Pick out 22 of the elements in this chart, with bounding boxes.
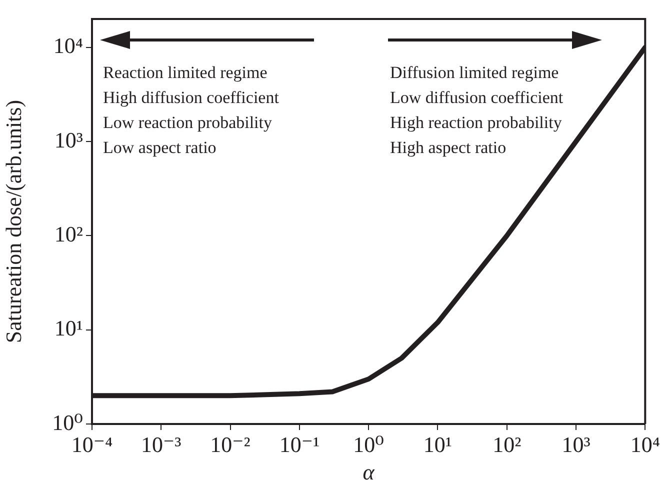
annotation: Reaction limited regime [103, 63, 268, 82]
annotation: Low reaction probability [103, 113, 273, 132]
annotation: High diffusion coefficient [103, 88, 280, 107]
y-tick-label: 10⁴ [53, 33, 84, 58]
x-tick-label: 10⁰ [353, 432, 384, 457]
annotation: Low aspect ratio [103, 138, 216, 157]
annotation: High aspect ratio [390, 138, 506, 157]
annotation: Low diffusion coefficient [390, 88, 564, 107]
y-tick-label: 10³ [54, 127, 84, 152]
y-tick-label: 10¹ [54, 316, 83, 341]
x-tick-label: 10³ [562, 432, 591, 457]
y-axis-title: Satureation dose/(arb.units) [0, 100, 26, 344]
annotation: Diffusion limited regime [390, 63, 559, 82]
x-tick-label: 10⁻¹ [279, 432, 320, 457]
x-tick-label: 10⁻³ [141, 432, 182, 457]
x-axis-title: α [362, 460, 375, 485]
x-tick-label: 10¹ [423, 432, 452, 457]
y-tick-label: 10² [54, 221, 84, 246]
x-tick-label: 10² [492, 432, 522, 457]
annotation: High reaction probability [390, 113, 562, 132]
x-tick-label: 10⁴ [630, 432, 660, 457]
x-tick-label: 10⁻² [210, 432, 251, 457]
